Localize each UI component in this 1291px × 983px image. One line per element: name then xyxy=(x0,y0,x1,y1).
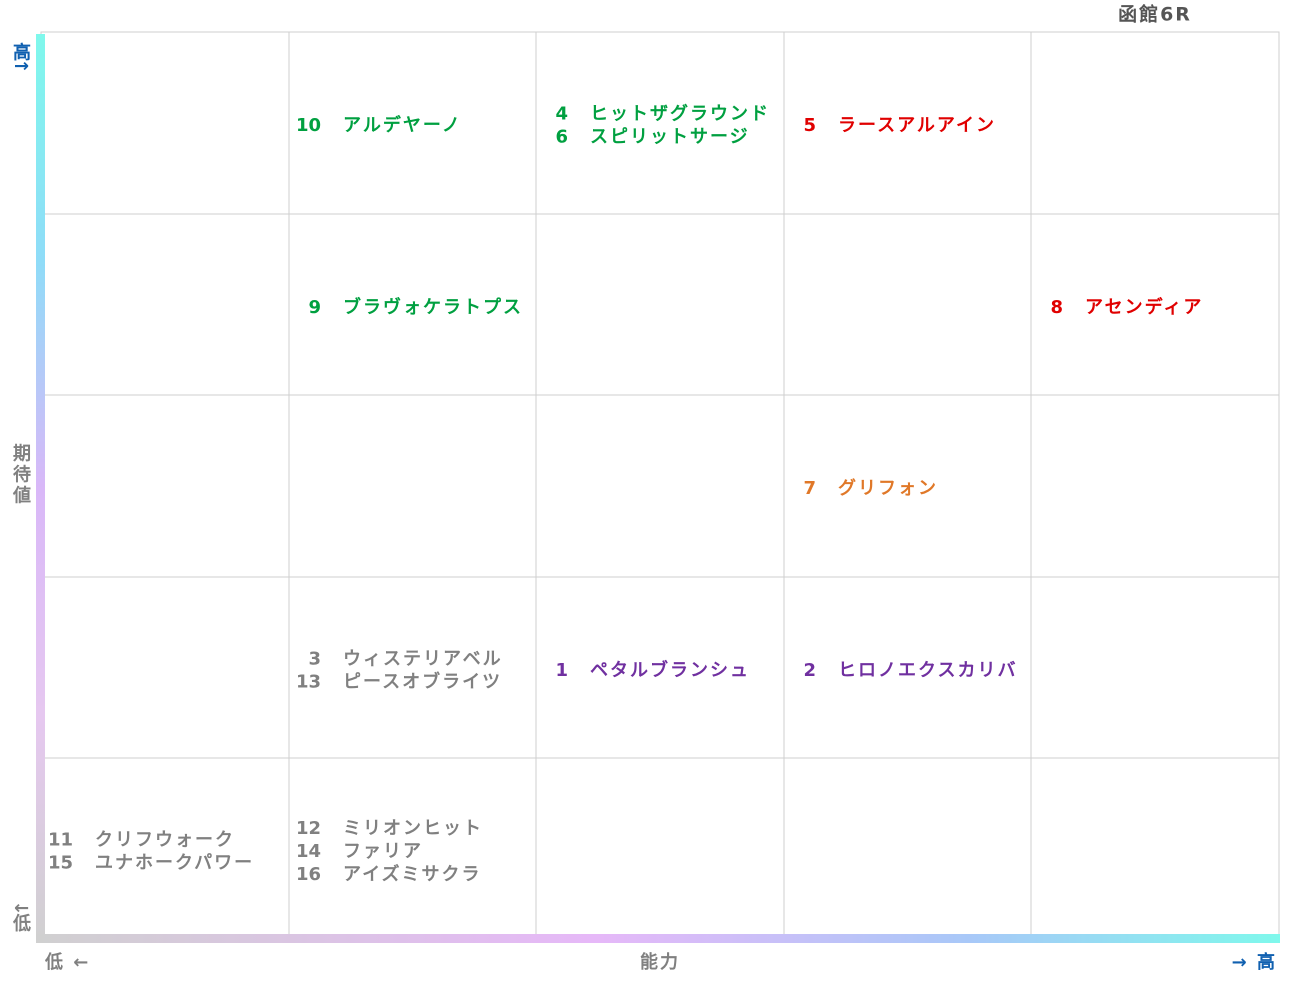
entry-name: ラースアルアイン xyxy=(838,115,996,136)
grid-frame xyxy=(40,31,1280,941)
entry-number: 7 xyxy=(803,478,816,499)
entry-number: 5 xyxy=(803,115,816,136)
entry-number: 4 xyxy=(555,104,568,125)
entry-number: 11 xyxy=(48,830,73,851)
entry-number: 10 xyxy=(296,115,321,136)
entry-number: 8 xyxy=(1050,297,1063,318)
entry-number: 3 xyxy=(308,649,321,670)
y-axis-bar xyxy=(36,34,45,942)
grid xyxy=(40,31,1280,941)
y-low-label: ↓低 xyxy=(10,900,32,932)
entry-name: アイズミサクラ xyxy=(343,863,482,885)
entry-name: ピースオブライツ xyxy=(343,671,502,693)
x-low-label: 低 ← xyxy=(44,951,90,973)
x-axis-bar xyxy=(36,934,1280,943)
entry-name: クリフウォーク xyxy=(95,830,235,851)
entry-number: 12 xyxy=(296,818,321,839)
entry-number: 2 xyxy=(803,660,816,681)
entry-name: ヒロノエクスカリバ xyxy=(838,660,1017,681)
entry-name: ユナホークパワー xyxy=(95,853,254,874)
entry-number: 9 xyxy=(308,297,321,318)
entry-name: スピリットサージ xyxy=(590,127,750,148)
x-axis-title: 能力 xyxy=(640,951,680,973)
y-axis-title: 期待値 xyxy=(10,443,32,506)
entry-number: 14 xyxy=(296,841,321,862)
entry-name: ミリオンヒット xyxy=(343,818,483,839)
entry-name: ヒットザグラウンド xyxy=(590,103,770,125)
entry-number: 15 xyxy=(48,853,73,874)
y-high-label: 高↑ xyxy=(10,41,31,71)
entry-name: ファリア xyxy=(343,841,423,862)
entry-name: アセンディア xyxy=(1085,296,1203,318)
x-high-label: → 高 xyxy=(1232,951,1277,973)
entry-name: ペタルブランシュ xyxy=(590,659,750,681)
title: 函館6R xyxy=(1118,3,1192,26)
entry-name: ウィステリアベル xyxy=(343,649,503,670)
entry-number: 16 xyxy=(296,864,321,885)
entry-name: アルデヤーノ xyxy=(343,114,462,136)
entry-name: グリフォン xyxy=(838,477,938,499)
entry-number: 13 xyxy=(296,672,321,693)
entry-number: 1 xyxy=(555,660,568,681)
entry-name: ブラヴォケラトプス xyxy=(343,296,523,318)
entry-number: 6 xyxy=(555,127,568,148)
